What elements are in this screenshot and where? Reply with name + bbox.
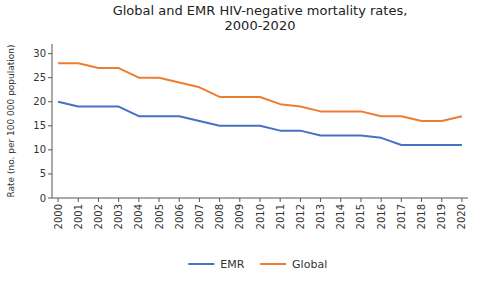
plot-lines: [58, 63, 462, 145]
x-tick: [219, 198, 220, 202]
x-tick-label: 2014: [335, 204, 346, 229]
x-tick: [461, 198, 462, 202]
title-line: 2000-2020: [225, 18, 296, 33]
legend-label: EMR: [220, 258, 244, 271]
x-tick-label: 2018: [416, 204, 427, 229]
y-tick-label: 15: [33, 120, 46, 131]
x-tick: [381, 198, 382, 202]
x-tick-label: 2008: [214, 204, 225, 229]
x-tick-label: 2002: [93, 204, 104, 229]
x-tick: [280, 198, 281, 202]
y-tick: [48, 53, 52, 54]
y-tick: [48, 125, 52, 126]
x-tick-label: 2015: [355, 204, 366, 229]
x-tick-label: 2001: [73, 204, 84, 229]
x-tick: [260, 198, 261, 202]
x-tick-label: 2019: [436, 204, 447, 229]
x-tick-label: 2013: [315, 204, 326, 229]
y-tick: [48, 149, 52, 150]
x-tick-label: 2009: [234, 204, 245, 229]
legend-swatch: [188, 263, 214, 265]
x-tick-label: 2016: [376, 204, 387, 229]
x-tick: [78, 198, 79, 202]
y-axis-line: [52, 44, 53, 198]
legend-swatch: [260, 263, 286, 265]
legend-label: Global: [292, 258, 327, 271]
title: Global and EMR HIV-negative mortality ra…: [113, 3, 408, 33]
y-tick-label: 0: [40, 193, 46, 204]
y-tick: [48, 173, 52, 174]
x-tick-label: 2006: [174, 204, 185, 229]
x-tick: [340, 198, 341, 202]
x-tick: [199, 198, 200, 202]
series-line: [58, 102, 462, 145]
x-tick: [98, 198, 99, 202]
x-tick: [58, 198, 59, 202]
x-tick-label: 2020: [456, 204, 467, 229]
series-line: [58, 63, 462, 121]
y-tick: [48, 77, 52, 78]
y-tick-label: 5: [40, 168, 46, 179]
x-tick: [441, 198, 442, 202]
x-tick: [239, 198, 240, 202]
x-tick: [421, 198, 422, 202]
legend: EMR Global: [188, 258, 327, 271]
x-tick-label: 2000: [53, 204, 64, 229]
x-tick-label: 2012: [295, 204, 306, 229]
x-tick-label: 2010: [255, 204, 266, 229]
x-tick-label: 2005: [154, 204, 165, 229]
x-tick: [401, 198, 402, 202]
x-tick-label: 2004: [133, 204, 144, 229]
y-axis-label: Rate (no. per 100 000 population): [6, 44, 16, 197]
title-line: Global and EMR HIV-negative mortality ra…: [113, 3, 408, 18]
x-tick: [179, 198, 180, 202]
y-tick-label: 25: [33, 72, 46, 83]
x-tick-label: 2011: [275, 204, 286, 229]
x-tick: [118, 198, 119, 202]
y-tick: [48, 198, 52, 199]
x-tick-label: 2017: [396, 204, 407, 229]
chart: Global and EMR HIV-negative mortality ra…: [0, 0, 480, 289]
x-tick: [300, 198, 301, 202]
y-tick-label: 10: [33, 144, 46, 155]
x-tick: [360, 198, 361, 202]
y-tick: [48, 101, 52, 102]
x-tick: [138, 198, 139, 202]
y-tick-label: 30: [33, 48, 46, 59]
x-tick: [320, 198, 321, 202]
x-tick-label: 2007: [194, 204, 205, 229]
y-tick-label: 20: [33, 96, 46, 107]
x-tick-label: 2003: [113, 204, 124, 229]
x-tick: [159, 198, 160, 202]
